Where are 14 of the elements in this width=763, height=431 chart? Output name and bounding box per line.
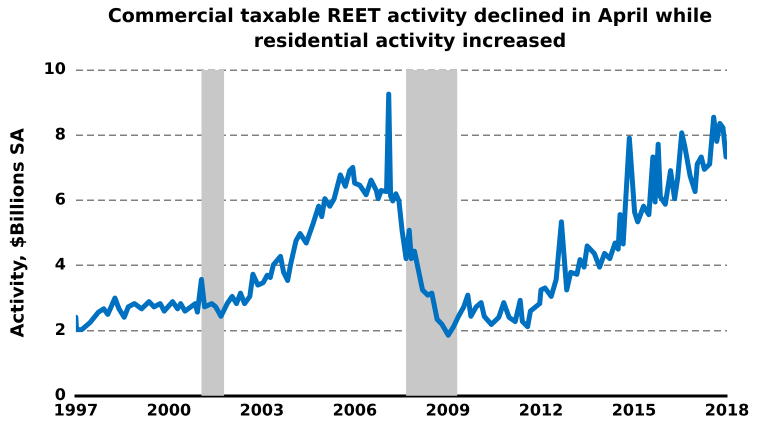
x-tick-label: 2015	[612, 400, 656, 420]
x-tick-label: 2006	[332, 400, 378, 420]
y-tick-label: 8	[54, 124, 66, 144]
y-tick-label: 6	[54, 189, 66, 208]
x-tick-label: 2012	[518, 400, 564, 420]
chart-title: Commercial taxable REET activity declined in April while residential activity increased	[106, 4, 714, 54]
y-tick-label: 10	[44, 59, 66, 78]
x-tick-label: 2018	[704, 400, 750, 420]
x-tick-label: 2000	[146, 400, 192, 420]
y-tick-label: 4	[54, 254, 66, 274]
x-tick-label: 2003	[240, 400, 284, 420]
x-tick-label: 2009	[426, 400, 470, 420]
y-axis-title: Activity, $Billions SA	[7, 128, 28, 338]
y-tick-label: 2	[54, 320, 66, 339]
